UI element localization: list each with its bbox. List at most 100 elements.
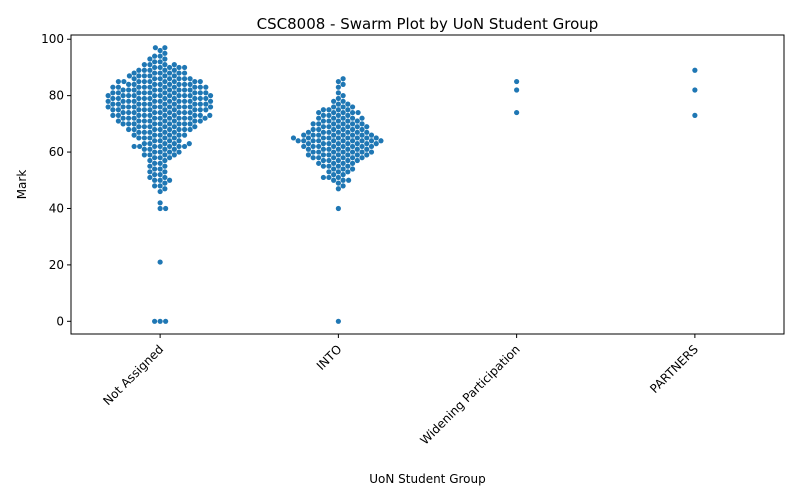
data-point [131,93,137,99]
data-point [115,78,121,85]
data-point [290,135,297,141]
data-point [335,205,341,212]
data-point [373,135,379,141]
data-point [166,126,173,133]
data-point [301,132,307,138]
data-point [141,73,147,79]
data-point [331,149,337,155]
data-point [359,132,365,138]
data-point [147,67,153,73]
data-point [310,132,316,138]
data-point [131,87,137,93]
data-point [181,87,188,93]
data-point [320,129,326,135]
data-point [359,155,365,161]
data-point [305,141,312,147]
data-point [354,124,360,130]
data-point [141,129,147,135]
data-point [181,64,188,71]
data-point [157,93,163,99]
data-point [141,135,147,141]
data-point [171,129,177,135]
data-point [192,118,198,124]
data-point [166,93,173,99]
data-point [171,78,177,85]
data-point [157,132,163,138]
data-point [126,126,132,133]
data-point [345,169,351,175]
data-point [147,112,153,118]
data-point [136,90,142,96]
data-point [166,143,173,150]
y-tick-label: 80 [49,89,64,103]
data-point [152,138,158,144]
data-point [152,172,158,178]
data-point [162,73,168,79]
data-point [126,87,132,93]
data-point [331,160,337,166]
data-point [340,109,346,116]
data-point [197,90,203,96]
data-point [147,157,153,164]
data-point [147,90,153,96]
data-point [203,107,209,113]
data-point [166,155,173,161]
data-point [335,141,341,147]
data-point [152,59,158,65]
data-point [345,107,351,113]
data-point [147,169,153,175]
data-point [115,107,121,113]
data-point [335,107,341,113]
data-point [147,129,153,135]
data-point [335,157,341,164]
data-point [176,115,182,121]
data-point [320,174,326,181]
data-point [345,101,351,107]
data-point [181,104,188,110]
data-point [171,90,177,96]
data-point [141,84,147,90]
y-tick-label: 40 [49,201,64,215]
data-point [136,135,142,141]
data-point [171,107,177,113]
data-point [162,163,168,169]
data-point [187,81,193,87]
data-point [162,118,168,124]
data-point [354,141,360,147]
data-point [181,115,188,121]
data-point [147,124,153,130]
data-point [340,132,346,138]
data-point [147,163,153,169]
data-point [340,155,346,161]
data-point [320,141,326,147]
data-point [147,174,153,181]
data-point [320,157,326,164]
data-point [126,104,132,110]
data-point [166,109,173,116]
data-point [335,186,341,192]
data-point [203,101,209,107]
data-point [349,132,356,138]
data-point [121,78,127,85]
data-point [176,70,182,76]
data-point [345,152,351,158]
data-point [152,318,158,324]
data-point [359,143,365,150]
data-point [131,132,137,138]
data-point [340,172,346,178]
data-point [157,126,163,133]
data-point [176,93,182,99]
data-point [203,95,209,102]
data-point [136,78,142,85]
data-point [147,95,153,102]
data-point [349,143,356,150]
data-point [176,149,182,155]
data-point [373,141,379,147]
data-point [126,121,132,127]
data-point [335,135,341,141]
data-point [176,109,182,116]
data-point [171,118,177,124]
data-point [115,84,121,90]
data-point [181,98,188,104]
data-point [136,67,142,73]
